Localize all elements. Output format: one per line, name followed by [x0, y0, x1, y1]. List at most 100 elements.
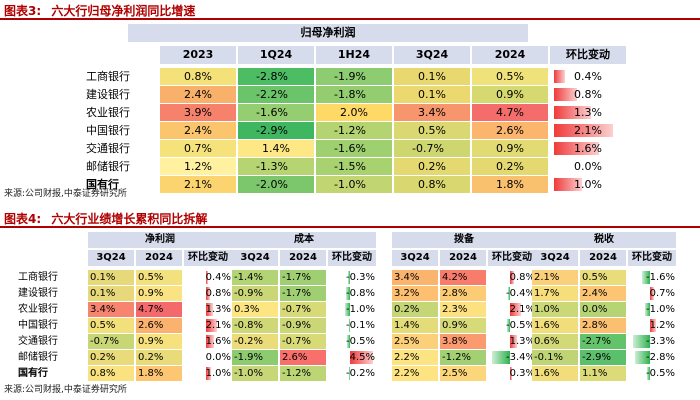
- change-bar: [348, 271, 350, 284]
- change-text: -0.5%: [345, 336, 375, 347]
- value-cell: -0.9%: [232, 286, 278, 301]
- change-text: 0.8%: [205, 288, 231, 299]
- value-cell: -2.9%: [238, 122, 314, 139]
- value-cell: -1.4%: [232, 270, 278, 285]
- value-cell: -2.9%: [580, 350, 626, 365]
- value-cell: -1.2%: [440, 350, 486, 365]
- change-cell: 0.3%: [488, 366, 536, 381]
- value-cell: 0.2%: [88, 350, 134, 365]
- change-bar: [650, 287, 654, 300]
- value-text: 3.9%: [184, 106, 212, 119]
- table-row: 中国银行 2.4% -2.9% -1.2% 0.5% 2.6% 2.1%: [0, 122, 700, 139]
- change-cell: -0.5%: [328, 334, 376, 349]
- fig4-group-header: 拨备: [392, 232, 536, 248]
- value-text: 0.8%: [184, 70, 212, 83]
- change-cell: -0.5%: [488, 318, 536, 333]
- bank-name: 国有行: [86, 178, 119, 191]
- value-text: 1.8%: [496, 178, 524, 191]
- change-bar: [644, 303, 650, 316]
- value-cell: 3.4%: [394, 104, 470, 121]
- bank-name: 国有行: [18, 368, 48, 379]
- value-text: 1.4%: [262, 142, 290, 155]
- table-row: 建设银行 2.4% -2.2% -1.8% 0.1% 0.9% 0.8%: [0, 86, 700, 103]
- change-bar: [206, 271, 209, 284]
- fig3-source: 来源:公司财报,中泰证券研究所: [4, 189, 127, 199]
- fig4-subcol-header: 2024: [280, 250, 326, 266]
- fig4-subcol-header: 3Q24: [532, 250, 578, 266]
- change-cell: -1.0%: [328, 302, 376, 317]
- change-cell: 0.8%: [550, 86, 626, 103]
- value-text: 0.2%: [418, 160, 446, 173]
- bank-name: 工商银行: [18, 272, 58, 283]
- value-cell: 0.2%: [394, 158, 470, 175]
- change-text: -0.2%: [345, 368, 375, 379]
- bank-name: 中国银行: [18, 320, 58, 331]
- change-bar: [554, 88, 577, 101]
- table-row: 农业银行 3.9% -1.6% 2.0% 3.4% 4.7% 1.3%: [0, 104, 700, 121]
- change-cell: -3.3%: [628, 334, 676, 349]
- bank-name: 建设银行: [86, 88, 130, 101]
- fig3-col-header: 2023: [160, 46, 236, 64]
- change-text: -0.4%: [505, 288, 535, 299]
- value-cell: 3.9%: [160, 104, 236, 121]
- change-cell: 1.6%: [184, 334, 232, 349]
- value-cell: -0.7%: [88, 334, 134, 349]
- value-cell: -1.6%: [316, 140, 392, 157]
- value-cell: 1.4%: [238, 140, 314, 157]
- value-cell: 2.5%: [440, 366, 486, 381]
- change-bar: [507, 319, 510, 332]
- value-cell: 0.9%: [136, 334, 182, 349]
- value-text: -2.9%: [256, 124, 288, 137]
- value-cell: 0.0%: [580, 302, 626, 317]
- fig4-title: 六大行业绩增长累积同比拆解: [51, 212, 208, 226]
- table-row: 邮储银行 1.2% -1.3% -1.5% 0.2% 0.2% 0.0%: [0, 158, 700, 175]
- change-bar: [554, 70, 566, 83]
- value-cell: -1.3%: [238, 158, 314, 175]
- fig3-col-header: 2024: [472, 46, 548, 64]
- value-cell: 0.5%: [136, 270, 182, 285]
- value-text: -1.6%: [256, 106, 288, 119]
- bank-name: 邮储银行: [18, 352, 58, 363]
- value-text: 2.4%: [184, 124, 212, 137]
- fig3-title: 六大行归母净利润同比增速: [51, 4, 196, 18]
- change-bar: [206, 367, 212, 380]
- value-text: 1.2%: [184, 160, 212, 173]
- change-cell: -0.1%: [328, 318, 376, 333]
- change-text: 2.1%: [205, 320, 231, 331]
- value-cell: 0.8%: [394, 176, 470, 193]
- value-cell: 0.8%: [160, 68, 236, 85]
- change-text: -2.8%: [645, 352, 675, 363]
- value-text: 2.0%: [340, 106, 368, 119]
- value-cell: 2.6%: [280, 350, 326, 365]
- value-cell: 0.1%: [394, 86, 470, 103]
- value-cell: 0.5%: [88, 318, 134, 333]
- bank-name: 农业银行: [18, 304, 58, 315]
- value-cell: 0.1%: [88, 270, 134, 285]
- change-text: 2.1%: [509, 304, 535, 315]
- value-cell: -1.5%: [316, 158, 392, 175]
- change-bar: [632, 335, 650, 348]
- change-bar: [650, 319, 657, 332]
- value-cell: 2.1%: [160, 176, 236, 193]
- value-cell: 0.5%: [472, 68, 548, 85]
- change-cell: 1.3%: [550, 104, 626, 121]
- value-text: 3.4%: [418, 106, 446, 119]
- change-cell: 0.4%: [184, 270, 232, 285]
- value-text: 0.5%: [418, 124, 446, 137]
- fig4-subcol-header: 环比变动: [328, 250, 376, 266]
- bank-name: 邮储银行: [86, 160, 130, 173]
- value-text: -1.6%: [334, 142, 366, 155]
- change-text: -3.3%: [645, 336, 675, 347]
- value-cell: 0.2%: [136, 350, 182, 365]
- change-cell: 0.8%: [488, 270, 536, 285]
- value-cell: 0.1%: [394, 68, 470, 85]
- value-cell: -1.6%: [238, 104, 314, 121]
- value-text: 4.7%: [496, 106, 524, 119]
- value-cell: 0.9%: [136, 286, 182, 301]
- value-text: -2.8%: [256, 70, 288, 83]
- value-cell: 1.8%: [472, 176, 548, 193]
- change-text: 1.6%: [205, 336, 231, 347]
- fig3-col-header: 环比变动: [550, 46, 626, 64]
- change-text: 1.6%: [574, 142, 602, 155]
